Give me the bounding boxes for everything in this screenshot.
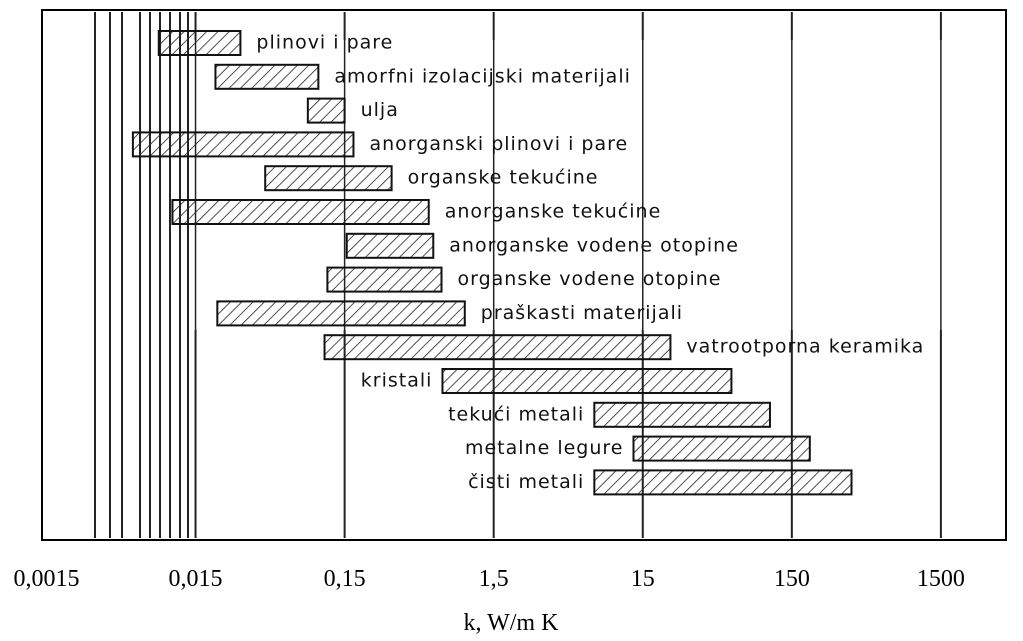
category-label: ulja	[361, 99, 399, 121]
minor-lines	[94, 12, 189, 538]
bar	[171, 199, 430, 225]
x-tick-label: 1500	[917, 566, 965, 592]
bar	[306, 97, 346, 124]
category-label: čisti metali	[468, 471, 584, 493]
x-tick-label: 0,15	[324, 566, 366, 592]
x-tick-label: 1,5	[479, 566, 509, 592]
bar	[593, 401, 771, 428]
category-label: organske tekućine	[408, 167, 599, 189]
bar	[441, 368, 733, 394]
bar	[131, 131, 355, 158]
bar	[632, 435, 811, 462]
category-label: anorganski plinovi i pare	[369, 133, 628, 155]
bar	[216, 300, 466, 327]
category-label: anorganske tekućine	[445, 201, 662, 223]
category-label: kristali	[361, 370, 433, 392]
x-tick-label: 0,0015	[13, 566, 79, 592]
bar	[323, 334, 672, 361]
x-axis-label: k, W/m K	[464, 610, 560, 636]
x-tick-label: 15	[631, 566, 655, 592]
bar	[345, 232, 435, 259]
category-label: praškasti materijali	[481, 302, 683, 324]
category-label: vatrootporna keramika	[686, 336, 924, 358]
category-label: organske vodene otopine	[458, 268, 722, 290]
bar	[593, 469, 853, 496]
bar	[264, 165, 393, 192]
category-label: metalne legure	[465, 437, 624, 459]
category-label: amorfni izolacijski materijali	[334, 65, 631, 87]
category-label: plinovi i pare	[256, 32, 393, 54]
x-tick-label: 150	[774, 566, 810, 592]
bar	[157, 30, 242, 56]
plot-frame	[41, 9, 1007, 541]
category-label: anorganske vodene otopine	[449, 234, 739, 256]
category-label: tekući metali	[448, 403, 584, 425]
x-tick-label: 0,015	[169, 566, 223, 592]
bar	[214, 63, 320, 90]
bar	[326, 266, 443, 293]
